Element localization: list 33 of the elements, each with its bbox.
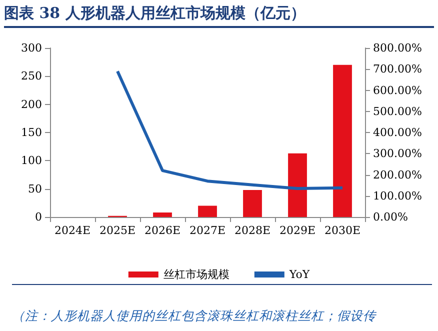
line-series: [116, 70, 344, 190]
bar: [333, 64, 352, 217]
bar: [153, 212, 172, 217]
text: （注：人形机器人使用的丝杠包含滚珠丝杠和滚柱丝杠；假设传: [12, 308, 378, 325]
y-tick-label: 200: [21, 98, 42, 111]
y2-tick-label: 600.00%: [373, 84, 422, 97]
y2-tick-label: 700.00%: [373, 62, 422, 76]
x-tick-label: 2030E: [324, 224, 361, 237]
x-tick-label: 2025E: [99, 224, 136, 237]
x-tick-label: 2024E: [54, 224, 91, 237]
bar: [288, 153, 307, 217]
y2-tick-label: 400.00%: [373, 126, 422, 139]
y-tick-label: 0: [35, 210, 42, 224]
x-tick-label: 2028E: [234, 224, 271, 237]
bar: [243, 190, 262, 217]
y-tick-label: 100: [21, 154, 42, 168]
y-tick-label: 250: [21, 70, 42, 83]
chart-title: 图表 38 人形机器人用丝杠市场规模（亿元）: [4, 4, 434, 28]
legend-label: 丝杠市场规模: [163, 268, 230, 281]
x-tick-label: 2029E: [279, 224, 316, 237]
y2-tick-label: 200.00%: [373, 168, 422, 182]
y2-tick-label: 0.00%: [373, 210, 408, 224]
bar: [198, 206, 217, 217]
x-tick-label: 2026E: [144, 224, 181, 237]
legend-label: YoY: [288, 268, 310, 281]
y-tick-label: 150: [21, 126, 42, 139]
y2-tick-label: 100.00%: [373, 189, 422, 202]
y2-tick-label: 500.00%: [373, 104, 422, 118]
y-tick-label: 50: [28, 182, 42, 196]
x-tick-label: 2027E: [189, 224, 226, 237]
y-tick-label: 300: [21, 42, 42, 54]
y2-tick-label: 300.00%: [373, 147, 422, 160]
y2-tick-label: 800.00%: [373, 42, 422, 54]
